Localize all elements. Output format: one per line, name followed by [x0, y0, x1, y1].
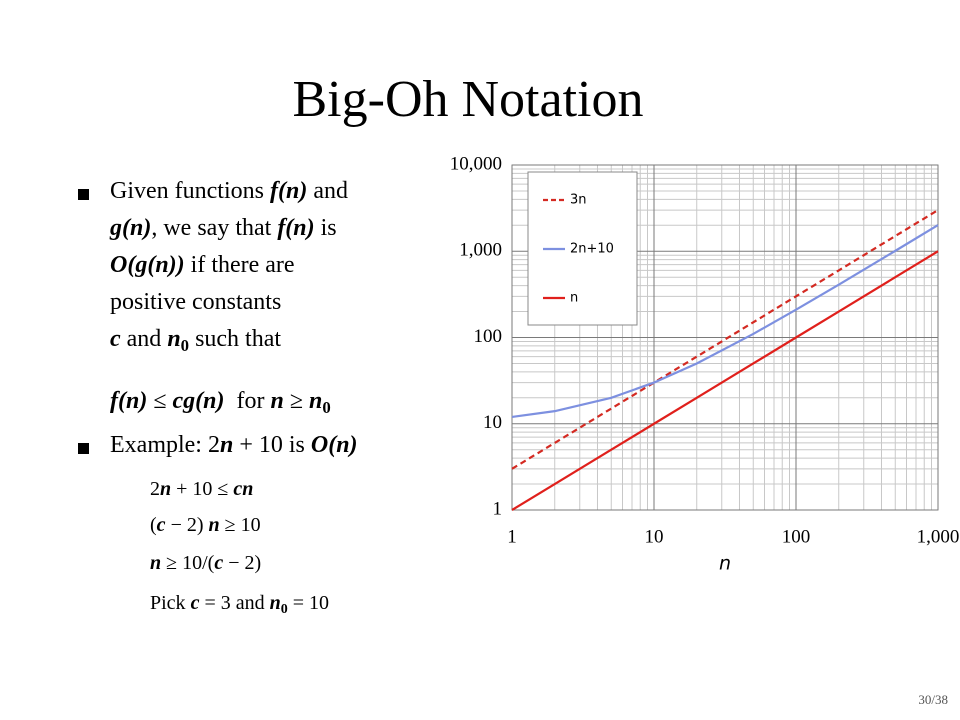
text-run: − 2) — [165, 514, 209, 536]
bullet-line: Example: 2n + 10 is O(n) — [110, 432, 358, 459]
text-run: if there are — [184, 252, 295, 278]
y-tick-label: 1 — [493, 498, 503, 519]
text-run: and — [120, 326, 168, 352]
text-run: n — [167, 326, 181, 352]
text-run: is — [314, 215, 337, 241]
text-run: c — [156, 514, 166, 536]
text-run: such that — [189, 326, 282, 352]
text-run: n — [309, 388, 323, 414]
text-run: ≥ 10 — [219, 514, 261, 536]
text-run: cg(n) — [172, 388, 225, 414]
text-run: ≥ — [283, 388, 309, 414]
legend-label: 3n — [570, 193, 587, 208]
text-run: g(n) — [110, 215, 152, 241]
text-run: n — [270, 388, 284, 414]
text-run: Given functions — [110, 178, 270, 204]
formula: f(n) ≤ cg(n) for n ≥ n0 — [110, 388, 331, 418]
text-run: O(n) — [310, 432, 358, 458]
text-run: n — [269, 592, 281, 614]
step: (c − 2) n ≥ 10 — [150, 514, 261, 537]
y-tick-label: 1,000 — [459, 240, 502, 261]
text-run: c — [214, 552, 224, 574]
bullet-line: O(g(n)) if there are — [110, 252, 295, 279]
page-number: 30/38 — [918, 692, 948, 707]
text-run: for — [224, 388, 271, 414]
text-run: f(n) — [277, 215, 315, 241]
y-tick-label: 10 — [483, 412, 502, 433]
text-run: + 10 ≤ — [171, 478, 234, 500]
text-run: c — [190, 592, 200, 614]
y-tick-label: 100 — [474, 326, 503, 347]
text-run: 2 — [150, 478, 160, 500]
text-run: c — [110, 326, 121, 352]
bullet-line: g(n), we say that f(n) is — [110, 215, 337, 242]
text-run: n — [160, 478, 172, 500]
text-run: Example: 2 — [110, 432, 220, 458]
text-run: = 3 and — [199, 592, 270, 614]
text-run: + 10 is — [233, 432, 311, 458]
text-run: ≤ — [147, 388, 173, 414]
x-axis-label: n — [719, 553, 731, 575]
text-run: 0 — [280, 602, 288, 618]
series-line — [511, 250, 939, 511]
text-run: f(n) — [110, 388, 148, 414]
text-run: ( — [150, 514, 157, 536]
x-tick-label: 1,000 — [917, 526, 960, 547]
step: Pick c = 3 and n0 = 10 — [150, 592, 329, 618]
bullet-marker — [78, 189, 89, 200]
legend-label: n — [570, 291, 578, 306]
series-line — [511, 209, 939, 470]
bullet-line: c and n0 such that — [110, 326, 281, 356]
text-run: 0 — [180, 336, 190, 356]
x-tick-label: 10 — [645, 526, 664, 547]
slide-title: Big-Oh Notation — [292, 71, 644, 128]
text-run: Pick — [150, 592, 191, 614]
text-run: n — [219, 432, 234, 458]
series-line — [511, 224, 939, 419]
step: 2n + 10 ≤ cn — [150, 478, 253, 501]
x-tick-label: 100 — [782, 526, 811, 547]
text-run: , we say that — [151, 215, 278, 241]
text-run: O(g(n)) — [110, 252, 185, 278]
x-tick-label: 1 — [507, 526, 517, 547]
text-run: and — [307, 178, 348, 204]
bullet-marker — [78, 443, 89, 454]
y-tick-label: 10,000 — [450, 153, 502, 174]
step: n ≥ 10/(c − 2) — [150, 552, 261, 575]
text-run: n — [208, 514, 220, 536]
text-run: positive constants — [110, 289, 282, 315]
text-run: − 2) — [223, 552, 262, 574]
text-run: 0 — [322, 398, 331, 418]
text-run: n — [150, 552, 162, 574]
text-run: f(n) — [269, 178, 308, 204]
bullet-line: positive constants — [110, 289, 281, 316]
text-run: = 10 — [287, 592, 330, 614]
text-run: ≥ 10/( — [161, 552, 215, 574]
legend-label: 2n+10 — [570, 242, 614, 257]
text-run: cn — [233, 478, 254, 500]
bullet-line: Given functions f(n) and — [110, 178, 348, 205]
